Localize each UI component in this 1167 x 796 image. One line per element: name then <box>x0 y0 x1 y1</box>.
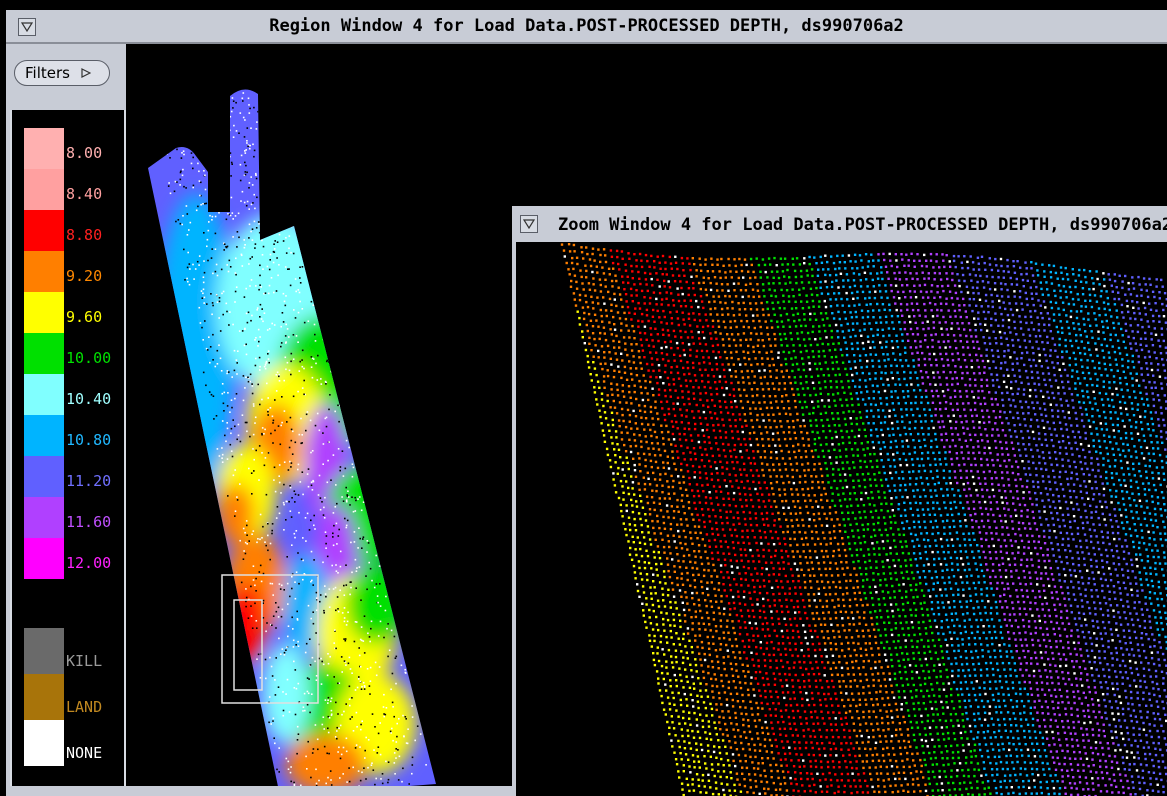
zoom-selection-inner-box <box>233 599 263 691</box>
legend-label-none: NONE <box>66 744 103 762</box>
legend-swatch <box>24 169 64 210</box>
zoom-selection-box[interactable] <box>221 574 319 704</box>
legend-label: 10.80 <box>66 431 112 449</box>
depth-color-legend: 8.00 8.40 8.80 9.20 9.60 10.00 10.40 10.80 11.20… <box>10 110 126 786</box>
legend-swatch <box>24 415 64 456</box>
legend-swatch <box>24 128 64 169</box>
legend-swatch <box>24 374 64 415</box>
legend-swatch <box>24 210 64 251</box>
legend-label-land: LAND <box>66 698 103 716</box>
legend-label: 10.00 <box>66 349 112 367</box>
legend-label: 11.20 <box>66 472 112 490</box>
legend-swatch <box>24 251 64 292</box>
legend-label: 9.20 <box>66 267 103 285</box>
legend-label: 12.00 <box>66 554 112 572</box>
legend-swatch-none <box>24 720 64 766</box>
zoom-window-title: Zoom Window 4 for Load Data.POST-PROCESS… <box>558 215 1167 235</box>
legend-swatch <box>24 292 64 333</box>
filters-button[interactable]: Filters <box>14 60 110 86</box>
region-window-menu-button[interactable] <box>18 18 36 36</box>
zoom-window-menu-button[interactable] <box>520 215 538 233</box>
legend-swatch <box>24 538 64 579</box>
legend-swatch <box>24 456 64 497</box>
zoom-sounding-view[interactable] <box>520 242 1167 796</box>
legend-label: 8.40 <box>66 185 103 203</box>
legend-swatch <box>24 497 64 538</box>
filters-button-label: Filters <box>25 64 70 82</box>
legend-label-kill: KILL <box>66 652 103 670</box>
zoom-window-title-bar[interactable]: Zoom Window 4 for Load Data.POST-PROCESS… <box>516 206 1167 242</box>
triangle-right-icon <box>81 68 92 78</box>
region-window-title-bar[interactable]: Region Window 4 for Load Data.POST-PROCE… <box>6 10 1167 44</box>
region-window-bottom-border <box>6 786 512 796</box>
triangle-down-icon <box>21 22 33 32</box>
legend-label: 9.60 <box>66 308 103 326</box>
legend-label: 11.60 <box>66 513 112 531</box>
triangle-down-icon <box>523 219 535 229</box>
legend-swatch-kill <box>24 628 64 674</box>
depth-map-view[interactable] <box>126 44 1167 796</box>
zoom-window: Zoom Window 4 for Load Data.POST-PROCESS… <box>512 206 1167 796</box>
legend-label: 8.80 <box>66 226 103 244</box>
legend-label: 8.00 <box>66 144 103 162</box>
legend-swatch-land <box>24 674 64 720</box>
region-window-title: Region Window 4 for Load Data.POST-PROCE… <box>269 16 904 36</box>
legend-label: 10.40 <box>66 390 112 408</box>
legend-swatch <box>24 333 64 374</box>
